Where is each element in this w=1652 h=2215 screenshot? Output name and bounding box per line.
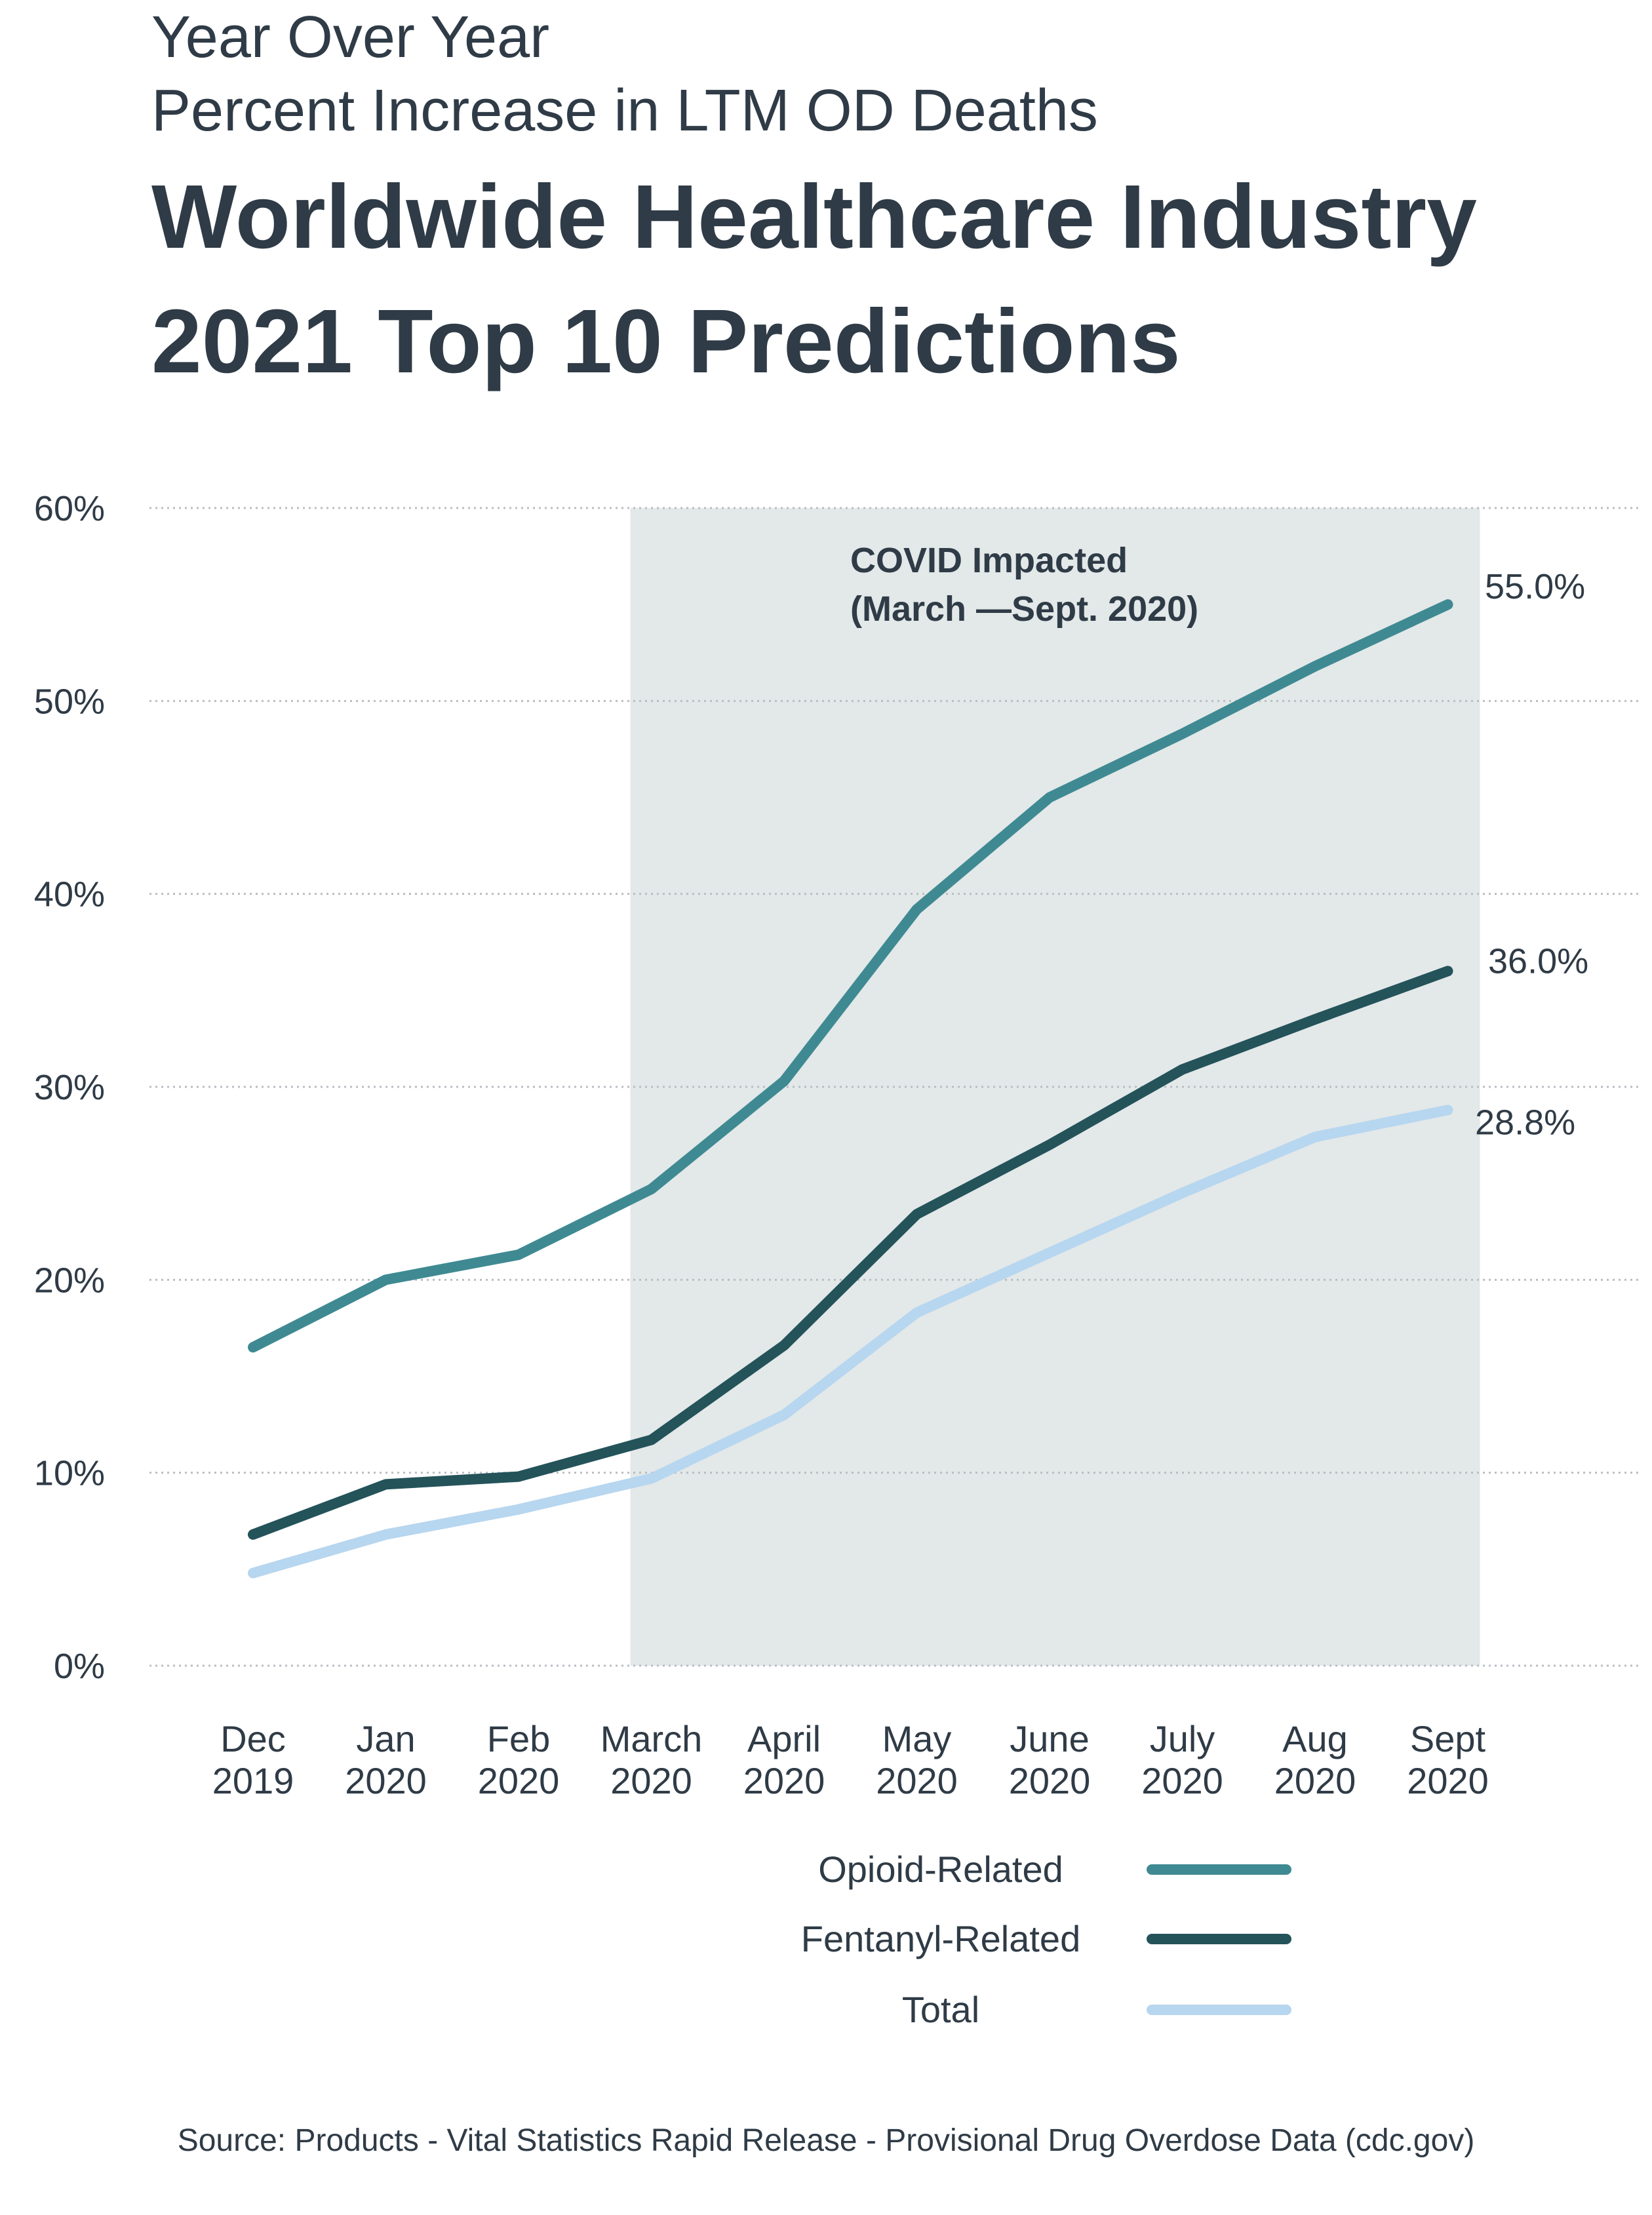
covid-label-line-2: (March —Sept. 2020)	[850, 589, 1198, 629]
x-tick-label: 2020	[610, 1760, 692, 1801]
x-tick-label: 2020	[876, 1760, 958, 1801]
end-value-label: 36.0%	[1488, 941, 1588, 981]
y-tick-label: 30%	[34, 1068, 105, 1107]
end-value-label: 28.8%	[1475, 1103, 1575, 1142]
x-tick-label: 2020	[743, 1760, 825, 1801]
x-tick-label: Dec	[220, 1718, 286, 1759]
x-tick-label: Sept	[1410, 1718, 1486, 1759]
x-tick-label: March	[600, 1718, 703, 1759]
legend-label: Opioid-Related	[818, 1849, 1063, 1890]
covid-label-line-1: COVID Impacted	[850, 541, 1128, 580]
y-tick-label: 20%	[34, 1261, 105, 1300]
x-tick-label: 2020	[1407, 1760, 1489, 1801]
x-tick-label: June	[1010, 1718, 1089, 1759]
x-tick-label: 2020	[478, 1760, 560, 1801]
page-title-line-1: Worldwide Healthcare Industry	[151, 167, 1477, 267]
page-title-line-2: 2021 Top 10 Predictions	[151, 291, 1181, 392]
x-tick-label: 2020	[345, 1760, 427, 1801]
y-tick-label: 40%	[34, 875, 105, 914]
x-tick-label: July	[1150, 1718, 1215, 1759]
y-tick-label: 60%	[34, 489, 105, 528]
chart-subtitle-line-2: Percent Increase in LTM OD Deaths	[151, 78, 1098, 144]
series-line-opioid-related	[248, 599, 1453, 1353]
x-tick-label: Feb	[487, 1718, 551, 1759]
series-line-fentanyl-related	[248, 966, 1453, 1540]
chart-subtitle-line-1: Year Over Year	[151, 5, 550, 70]
x-tick-label: Jan	[356, 1718, 415, 1759]
x-tick-label: 2019	[212, 1760, 294, 1801]
y-tick-label: 10%	[34, 1454, 105, 1493]
legend-label: Fentanyl-Related	[801, 1918, 1080, 1959]
legend-label: Total	[902, 1989, 979, 2030]
y-tick-label: 50%	[34, 682, 105, 721]
x-tick-label: May	[882, 1718, 952, 1759]
series-line-total	[248, 1105, 1453, 1578]
source-note: Source: Products - Vital Statistics Rapi…	[177, 2123, 1475, 2158]
y-tick-label: 0%	[54, 1647, 105, 1686]
x-tick-label: 2020	[1141, 1760, 1223, 1801]
x-tick-label: 2020	[1009, 1760, 1091, 1801]
x-tick-label: April	[747, 1718, 821, 1759]
x-tick-label: 2020	[1274, 1760, 1356, 1801]
x-tick-label: Aug	[1282, 1718, 1348, 1759]
end-value-label: 55.0%	[1485, 567, 1585, 606]
